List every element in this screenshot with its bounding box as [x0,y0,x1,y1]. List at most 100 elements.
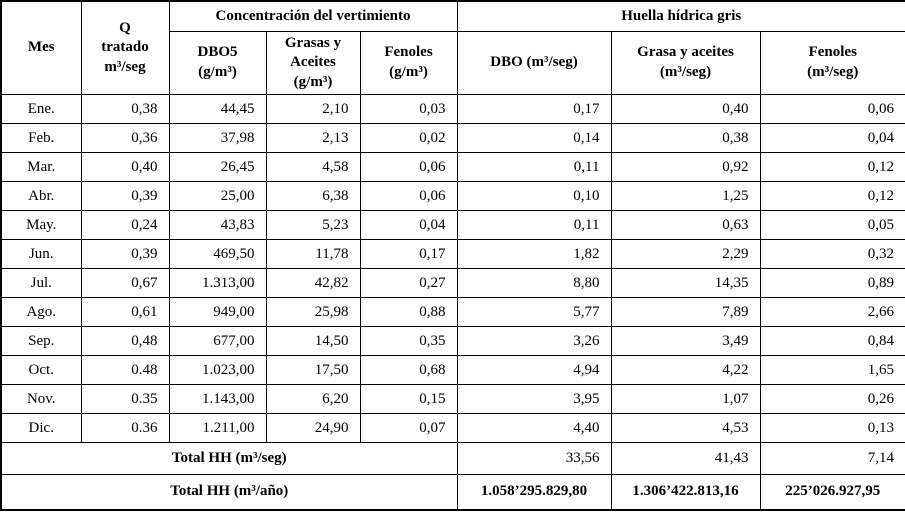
q-tratado-cell: 0.36 [80,413,170,443]
month-cell: Dic. [0,413,82,443]
grasas-aceites-cell: 17,50 [265,355,361,385]
fenoles-cell: 0,03 [359,94,458,124]
table-row-feb: Feb. 0,36 37,98 2,13 0,02 0,14 0,38 0,04 [0,123,905,153]
dbo5-cell: 37,98 [168,123,267,153]
hh-fenoles-cell: 0,04 [759,123,905,153]
month-cell: Abr. [0,181,82,211]
hh-dbo-cell: 0,11 [456,210,612,240]
fenoles-cell: 0,04 [359,210,458,240]
grasas-aceites-cell: 4,58 [265,152,361,182]
dbo5-cell: 677,00 [168,326,267,356]
table-row-ene: Ene. 0,38 44,45 2,10 0,03 0,17 0,40 0,06 [0,94,905,124]
fenoles-cell: 0,15 [359,384,458,414]
header-grasas-aceites: Grasas y Aceites (g/m³) [265,30,361,95]
total-seg-dbo-cell: 33,56 [456,442,612,475]
total-hh-anio-row: Total HH (m³/año) 1.058’295.829,80 1.306… [0,474,905,510]
hh-dbo-cell: 8,80 [456,268,612,298]
hh-grasa-cell: 0,40 [610,94,761,124]
hh-fenoles-cell: 0,89 [759,268,905,298]
total-seg-fenoles-cell: 7,14 [759,442,905,475]
q-tratado-cell: 0,39 [80,181,170,211]
hh-fenoles-cell: 0,13 [759,413,905,443]
table-row-dic: Dic. 0.36 1.211,00 24,90 0,07 4,40 4,53 … [0,413,905,443]
grasas-aceites-cell: 2,13 [265,123,361,153]
grasas-aceites-cell: 42,82 [265,268,361,298]
dbo5-cell: 25,00 [168,181,267,211]
fenoles-cell: 0,06 [359,152,458,182]
grasas-aceites-cell: 6,20 [265,384,361,414]
q-tratado-cell: 0,48 [80,326,170,356]
fenoles-cell: 0,06 [359,181,458,211]
fenoles-cell: 0,88 [359,297,458,327]
dbo5-cell: 43,83 [168,210,267,240]
month-cell: May. [0,210,82,240]
hh-grasa-cell: 14,35 [610,268,761,298]
table-row-ago: Ago. 0,61 949,00 25,98 0,88 5,77 7,89 2,… [0,297,905,327]
grasas-aceites-cell: 11,78 [265,239,361,269]
header-huella-group: Huella hídrica gris [456,0,905,32]
hh-fenoles-cell: 0,84 [759,326,905,356]
q-tratado-cell: 0,39 [80,239,170,269]
table-row-nov: Nov. 0.35 1.143,00 6,20 0,15 3,95 1,07 0… [0,384,905,414]
total-hh-seg-label: Total HH (m³/seg) [0,442,458,475]
hh-fenoles-cell: 0,06 [759,94,905,124]
grasas-aceites-cell: 14,50 [265,326,361,356]
month-cell: Oct. [0,355,82,385]
dbo5-cell: 26,45 [168,152,267,182]
dbo5-cell: 469,50 [168,239,267,269]
q-tratado-cell: 0.48 [80,355,170,385]
grasas-aceites-cell: 5,23 [265,210,361,240]
table-row-may: May. 0,24 43,83 5,23 0,04 0,11 0,63 0,05 [0,210,905,240]
month-cell: Feb. [0,123,82,153]
hh-grasa-cell: 7,89 [610,297,761,327]
q-tratado-cell: 0,38 [80,94,170,124]
hh-dbo-cell: 4,40 [456,413,612,443]
header-concentracion-group: Concentración del vertimiento [168,0,458,32]
header-q-tratado: Q tratado m³/seg [80,0,170,95]
hh-dbo-cell: 4,94 [456,355,612,385]
month-cell: Mar. [0,152,82,182]
hh-fenoles-cell: 0,26 [759,384,905,414]
hh-fenoles-cell: 0,12 [759,181,905,211]
total-hh-seg-row: Total HH (m³/seg) 33,56 41,43 7,14 [0,442,905,475]
grasas-aceites-cell: 24,90 [265,413,361,443]
hh-grasa-cell: 4,53 [610,413,761,443]
fenoles-cell: 0,68 [359,355,458,385]
header-dbo5: DBO5 (g/m³) [168,30,267,95]
month-cell: Ene. [0,94,82,124]
grasas-aceites-cell: 2,10 [265,94,361,124]
header-hh-fenoles: Fenoles (m³/seg) [759,30,905,95]
header-hh-grasa-aceites: Grasa y aceites (m³/seg) [610,30,761,95]
month-cell: Ago. [0,297,82,327]
hh-dbo-cell: 0,14 [456,123,612,153]
total-anio-grasa-cell: 1.306’422.813,16 [610,474,761,510]
grasas-aceites-cell: 6,38 [265,181,361,211]
header-fenoles-concentracion: Fenoles (g/m³) [359,30,458,95]
q-tratado-cell: 0,61 [80,297,170,327]
q-tratado-cell: 0,67 [80,268,170,298]
hh-grasa-cell: 4,22 [610,355,761,385]
fenoles-cell: 0,07 [359,413,458,443]
fenoles-cell: 0,17 [359,239,458,269]
hh-grasa-cell: 3,49 [610,326,761,356]
hh-grasa-cell: 2,29 [610,239,761,269]
table-row-oct: Oct. 0.48 1.023,00 17,50 0,68 4,94 4,22 … [0,355,905,385]
total-anio-dbo-cell: 1.058’295.829,80 [456,474,612,510]
total-seg-grasa-cell: 41,43 [610,442,761,475]
table-row-jun: Jun. 0,39 469,50 11,78 0,17 1,82 2,29 0,… [0,239,905,269]
q-tratado-cell: 0,40 [80,152,170,182]
table-row-sep: Sep. 0,48 677,00 14,50 0,35 3,26 3,49 0,… [0,326,905,356]
hh-dbo-cell: 1,82 [456,239,612,269]
hh-dbo-cell: 3,26 [456,326,612,356]
table-row-mar: Mar. 0,40 26,45 4,58 0,06 0,11 0,92 0,12 [0,152,905,182]
hh-dbo-cell: 0,10 [456,181,612,211]
hh-grasa-cell: 1,07 [610,384,761,414]
dbo5-cell: 1.143,00 [168,384,267,414]
dbo5-cell: 949,00 [168,297,267,327]
month-cell: Jul. [0,268,82,298]
month-cell: Jun. [0,239,82,269]
fenoles-cell: 0,02 [359,123,458,153]
header-mes: Mes [0,0,82,95]
dbo5-cell: 1.313,00 [168,268,267,298]
